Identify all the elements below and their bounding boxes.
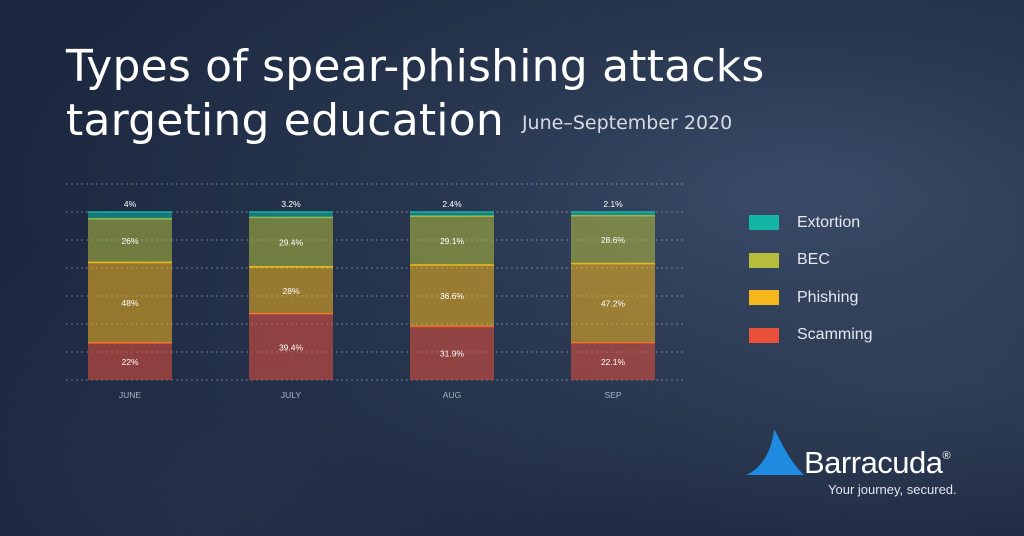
title-line-2: targeting education June–September 2020 bbox=[66, 94, 765, 150]
brand-tagline: Your journey, secured. bbox=[828, 482, 957, 497]
data-label: 31.9% bbox=[440, 349, 465, 359]
legend-label: BEC bbox=[797, 251, 830, 269]
data-label: 29.1% bbox=[440, 236, 465, 246]
bar-segment-scamming bbox=[249, 313, 333, 380]
legend-item-phishing: Phishing bbox=[749, 279, 873, 317]
bar-segment-extortion bbox=[571, 212, 655, 216]
x-tick-label: JUNE bbox=[119, 390, 142, 400]
data-label: 22.1% bbox=[601, 357, 626, 367]
registered-mark: ® bbox=[942, 450, 951, 462]
data-label: 48% bbox=[121, 298, 138, 308]
chart-title: Types of spear-phishing attacks targetin… bbox=[66, 40, 765, 150]
legend-item-scamming: Scamming bbox=[749, 317, 873, 355]
data-label: 3.2% bbox=[281, 199, 301, 209]
barracuda-fin-icon bbox=[746, 429, 804, 475]
legend-swatch bbox=[749, 215, 779, 231]
legend-label: Scamming bbox=[797, 326, 873, 344]
legend-item-bec: BEC bbox=[749, 242, 873, 280]
x-tick-label: AUG bbox=[443, 390, 461, 400]
legend-swatch bbox=[749, 252, 779, 268]
bar-segment-phishing bbox=[249, 266, 333, 314]
bar-segment-extortion bbox=[249, 212, 333, 218]
bar-segment-scamming bbox=[571, 342, 655, 380]
legend-swatch bbox=[749, 327, 779, 343]
bar-segment-bec bbox=[571, 215, 655, 264]
bar-segment-scamming bbox=[88, 343, 172, 380]
data-label: 36.6% bbox=[440, 291, 465, 301]
chart-subtitle: June–September 2020 bbox=[521, 112, 733, 134]
data-label: 39.4% bbox=[279, 342, 304, 352]
data-label: 47.2% bbox=[601, 299, 626, 309]
x-tick-label: SEP bbox=[604, 390, 621, 400]
legend-label: Extortion bbox=[797, 213, 861, 231]
brand-name: Barracuda® bbox=[804, 445, 951, 481]
bar-segment-bec bbox=[88, 218, 172, 263]
chart-bars: 22% 48% 26% 4% 39.4% 28% 29.4% 3.2% 31.9% 36.6% 29… bbox=[88, 199, 655, 380]
legend-item-extortion: Extortion bbox=[749, 204, 873, 242]
bar-segment-extortion bbox=[88, 212, 172, 219]
data-label: 4% bbox=[124, 199, 137, 209]
data-label: 26% bbox=[121, 236, 138, 246]
legend-label: Phishing bbox=[797, 288, 859, 306]
bar-segment-phishing bbox=[88, 262, 172, 344]
data-label: 22% bbox=[121, 357, 138, 367]
legend-swatch bbox=[749, 290, 779, 306]
data-label: 2.1% bbox=[603, 199, 623, 209]
x-tick-label: JULY bbox=[281, 390, 301, 400]
bar-segment-bec bbox=[410, 216, 494, 265]
data-label: 28% bbox=[282, 286, 299, 296]
chart-legend: Extortion BEC Phishing Scamming bbox=[749, 204, 873, 354]
bar-segment-phishing bbox=[571, 263, 655, 343]
bar-segment-extortion bbox=[410, 212, 494, 217]
barracuda-logo: Barracuda® Your journey, secured. bbox=[744, 425, 974, 497]
title-line-2-text: targeting education bbox=[66, 95, 504, 146]
data-label: 29.4% bbox=[279, 238, 304, 248]
data-label: 28.6% bbox=[601, 235, 626, 245]
data-label: 2.4% bbox=[442, 199, 462, 209]
bar-segment-bec bbox=[249, 217, 333, 267]
bar-segment-phishing bbox=[410, 264, 494, 327]
title-line-1: Types of spear-phishing attacks bbox=[66, 41, 765, 92]
bar-segment-scamming bbox=[410, 326, 494, 380]
brand-name-text: Barracuda bbox=[804, 445, 943, 480]
x-axis-labels: JUNE JULY AUG SEP bbox=[119, 390, 622, 400]
